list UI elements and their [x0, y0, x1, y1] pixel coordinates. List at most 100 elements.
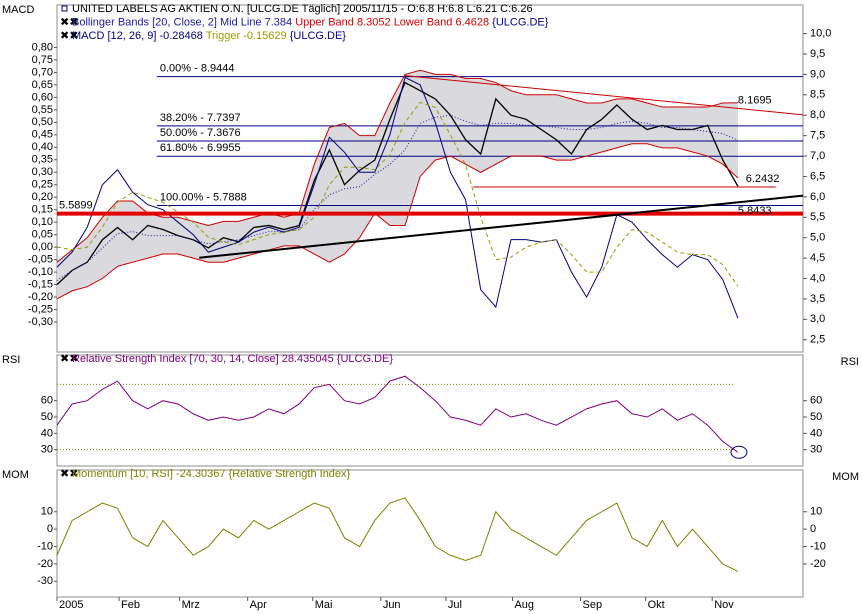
y-tick-label: -10 — [37, 540, 53, 552]
y2-tick-label: 6,5 — [810, 170, 825, 182]
y-tick-label: 0,70 — [32, 66, 53, 78]
y-tick-label: 0,55 — [32, 104, 53, 116]
panel-label: MACD — [2, 4, 34, 16]
y-tick-label: 40 — [41, 427, 53, 439]
y2-tick-label: 8,0 — [810, 109, 825, 121]
y2-tick-label: 6,0 — [810, 191, 825, 203]
y2-tick-label: 4,5 — [810, 252, 825, 264]
y-tick-label: 0,30 — [32, 166, 53, 178]
legend-text: Upper Band 8.3052 — [295, 16, 390, 28]
x-tick-label: 2005 — [59, 599, 83, 611]
legend-icon: ✖✖ — [60, 468, 78, 480]
legend-text: UNITED LABELS AG AKTIEN O.N. [ULCG.DE Tä… — [72, 3, 533, 15]
trend-line — [199, 194, 804, 259]
y2-tick-label: 30 — [810, 444, 822, 456]
legend-text: Trigger -0.15629 — [206, 30, 287, 42]
legend-symbol: {ULCG.DE} — [290, 30, 347, 42]
y-tick-label: -0,10 — [28, 266, 53, 278]
series-line — [56, 81, 739, 286]
y-tick-label: 0,65 — [32, 79, 53, 91]
y-tick-label: 0,75 — [32, 54, 53, 66]
y-tick-label: -30 — [37, 575, 53, 587]
panel-label: MOM — [2, 469, 29, 481]
y2-tick-label: 60 — [810, 395, 822, 407]
y-tick-label: -0,25 — [28, 303, 53, 315]
y-tick-label: 10 — [41, 506, 53, 518]
h-line-label: 5.5899 — [59, 200, 93, 212]
series-line — [56, 76, 739, 319]
x-tick-label: Okt — [648, 599, 665, 611]
y-tick-label: 0,35 — [32, 154, 53, 166]
x-tick-label: Nov — [714, 599, 734, 611]
trend-label: 8.1695 — [738, 94, 772, 106]
panel-label: RSI — [2, 354, 20, 366]
panel-label-right: MOM — [832, 471, 859, 483]
y-tick-label: -0,05 — [28, 254, 53, 266]
legend-icon — [61, 5, 68, 12]
legend-entry: UNITED LABELS AG AKTIEN O.N. [ULCG.DE Tä… — [72, 3, 533, 15]
panel-frame — [56, 4, 804, 353]
y2-tick-label: 7,5 — [810, 130, 825, 142]
y-tick-label: 0,20 — [32, 191, 53, 203]
y2-tick-label: 4,0 — [810, 272, 825, 284]
legend-entry: MACD [12, 26, 9] -0.28468 Trigger -0.156… — [72, 30, 346, 42]
fib-label: 100.00% - 5.7888 — [160, 191, 247, 203]
y2-tick-label: 9,5 — [810, 48, 825, 60]
panel-label-right: RSI — [841, 356, 859, 368]
y-tick-label: 0,25 — [32, 179, 53, 191]
y2-tick-label: -10 — [810, 540, 826, 552]
x-tick-label: Jun — [383, 599, 401, 611]
y2-tick-label: 3,5 — [810, 293, 825, 305]
y2-tick-label: 8,5 — [810, 89, 825, 101]
fib-label: 38.20% - 7.7397 — [160, 112, 241, 124]
series-line — [56, 497, 739, 572]
legend-icon: ✖✖ — [60, 16, 78, 28]
legend-entry: Momentum [10, RSI] -24.30367 {Relative S… — [72, 468, 351, 480]
x-tick-label: Jul — [448, 599, 462, 611]
y2-tick-label: 10 — [810, 506, 822, 518]
y2-tick-label: -20 — [810, 558, 826, 570]
y-tick-label: 0,00 — [32, 241, 53, 253]
y-tick-label: 0,10 — [32, 216, 53, 228]
x-tick-label: Apr — [250, 599, 267, 611]
x-tick-label: Mrz — [182, 599, 200, 611]
legend-text: Relative Strength Index [70, 30, 14, Clo… — [72, 353, 393, 365]
fib-label: 50.00% - 7.3676 — [160, 127, 241, 139]
y2-tick-label: 3,0 — [810, 313, 825, 325]
y2-tick-label: 5,5 — [810, 211, 825, 223]
y-tick-label: 60 — [41, 395, 53, 407]
legend-symbol: {ULCG.DE} — [492, 16, 549, 28]
y-tick-label: -0,15 — [28, 279, 53, 291]
x-tick-label: Sep — [583, 599, 603, 611]
trend-label: 5.8433 — [738, 205, 772, 217]
legend-text: Momentum [10, RSI] -24.30367 {Relative S… — [72, 468, 351, 480]
legend-text: Bollinger Bands [20, Close, 2] Mid Line … — [72, 16, 292, 28]
y2-tick-label: 7,0 — [810, 150, 825, 162]
series-line — [56, 101, 739, 287]
y2-tick-label: 9,0 — [810, 68, 825, 80]
y-tick-label: 0,80 — [32, 41, 53, 53]
y-tick-label: 0,45 — [32, 129, 53, 141]
series-line — [56, 143, 739, 300]
fib-label: 61.80% - 6.9955 — [160, 142, 241, 154]
legend-entry: Bollinger Bands [20, Close, 2] Mid Line … — [72, 16, 549, 28]
legend-entry: Relative Strength Index [70, 30, 14, Clo… — [72, 353, 393, 365]
x-tick-label: Mai — [315, 599, 333, 611]
y2-tick-label: 0 — [810, 523, 816, 535]
legend-text: Lower Band 6.4628 — [394, 16, 489, 28]
legend-text: MACD [12, 26, 9] -0.28468 — [72, 30, 203, 42]
x-tick-label: Aug — [514, 599, 534, 611]
series-line — [56, 69, 738, 263]
y2-tick-label: 40 — [810, 427, 822, 439]
panel-frame — [56, 354, 804, 467]
y2-tick-label: 50 — [810, 411, 822, 423]
y-tick-label: 0,60 — [32, 91, 53, 103]
y-tick-label: 0,40 — [32, 141, 53, 153]
y-tick-label: 0 — [47, 523, 53, 535]
y-tick-label: -20 — [37, 558, 53, 570]
series-line — [56, 114, 739, 281]
band-fill — [57, 70, 738, 299]
series-line — [56, 375, 739, 453]
trend-line — [404, 75, 804, 116]
